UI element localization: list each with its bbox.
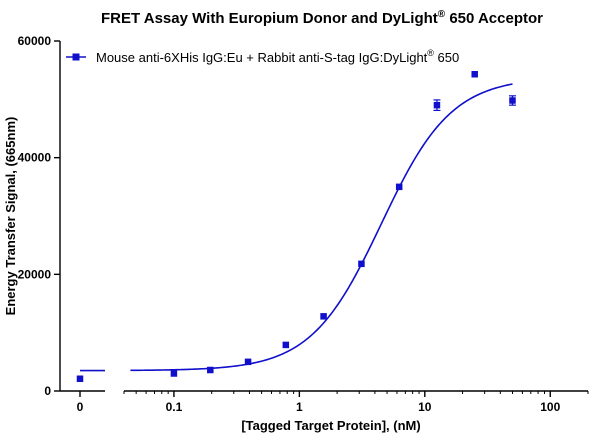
data-point — [244, 358, 252, 366]
data-point — [282, 341, 290, 349]
legend-label-superscript: ® — [427, 48, 434, 58]
x-tick-label: 10 — [418, 400, 432, 414]
fit-curve — [130, 83, 513, 372]
x-tick-label: 0.1 — [166, 400, 183, 414]
data-point — [358, 260, 365, 268]
y-axis-title: Energy Transfer Signal, (665nm) — [3, 117, 18, 316]
chart-title-suffix: 650 Acceptor — [445, 10, 543, 27]
fit-curve-layer — [80, 83, 513, 372]
chart-title-superscript: ® — [438, 9, 446, 20]
x-axis-title: [Tagged Target Protein], (nM) — [241, 418, 420, 433]
data-point — [170, 370, 178, 377]
x-tick-label-zero: 0 — [77, 400, 84, 414]
legend-marker-swatch — [72, 53, 80, 61]
y-tick-label: 20000 — [18, 267, 52, 281]
data-point — [320, 313, 327, 320]
legend-label: Mouse anti-6XHis IgG:Eu + Rabbit anti-S-… — [96, 48, 459, 65]
x-tick-label: 1 — [296, 400, 303, 414]
data-point — [509, 97, 516, 104]
y-tick-label: 0 — [44, 384, 51, 398]
y-tick-label: 60000 — [18, 34, 52, 48]
y-tick-label: 40000 — [18, 151, 52, 165]
data-point — [471, 71, 478, 78]
data-point — [395, 183, 403, 191]
data-points-layer — [76, 71, 516, 382]
axes: 0 20000 40000 60000 0 0.1 1 10 100 — [18, 34, 589, 414]
data-point — [433, 101, 441, 109]
legend: Mouse anti-6XHis IgG:Eu + Rabbit anti-S-… — [66, 48, 459, 65]
data-point-zero — [76, 375, 84, 382]
chart-title: FRET Assay With Europium Donor and DyLig… — [101, 9, 543, 27]
legend-label-suffix: 650 — [434, 50, 459, 65]
x-tick-label: 100 — [540, 400, 560, 414]
data-point — [207, 366, 214, 374]
